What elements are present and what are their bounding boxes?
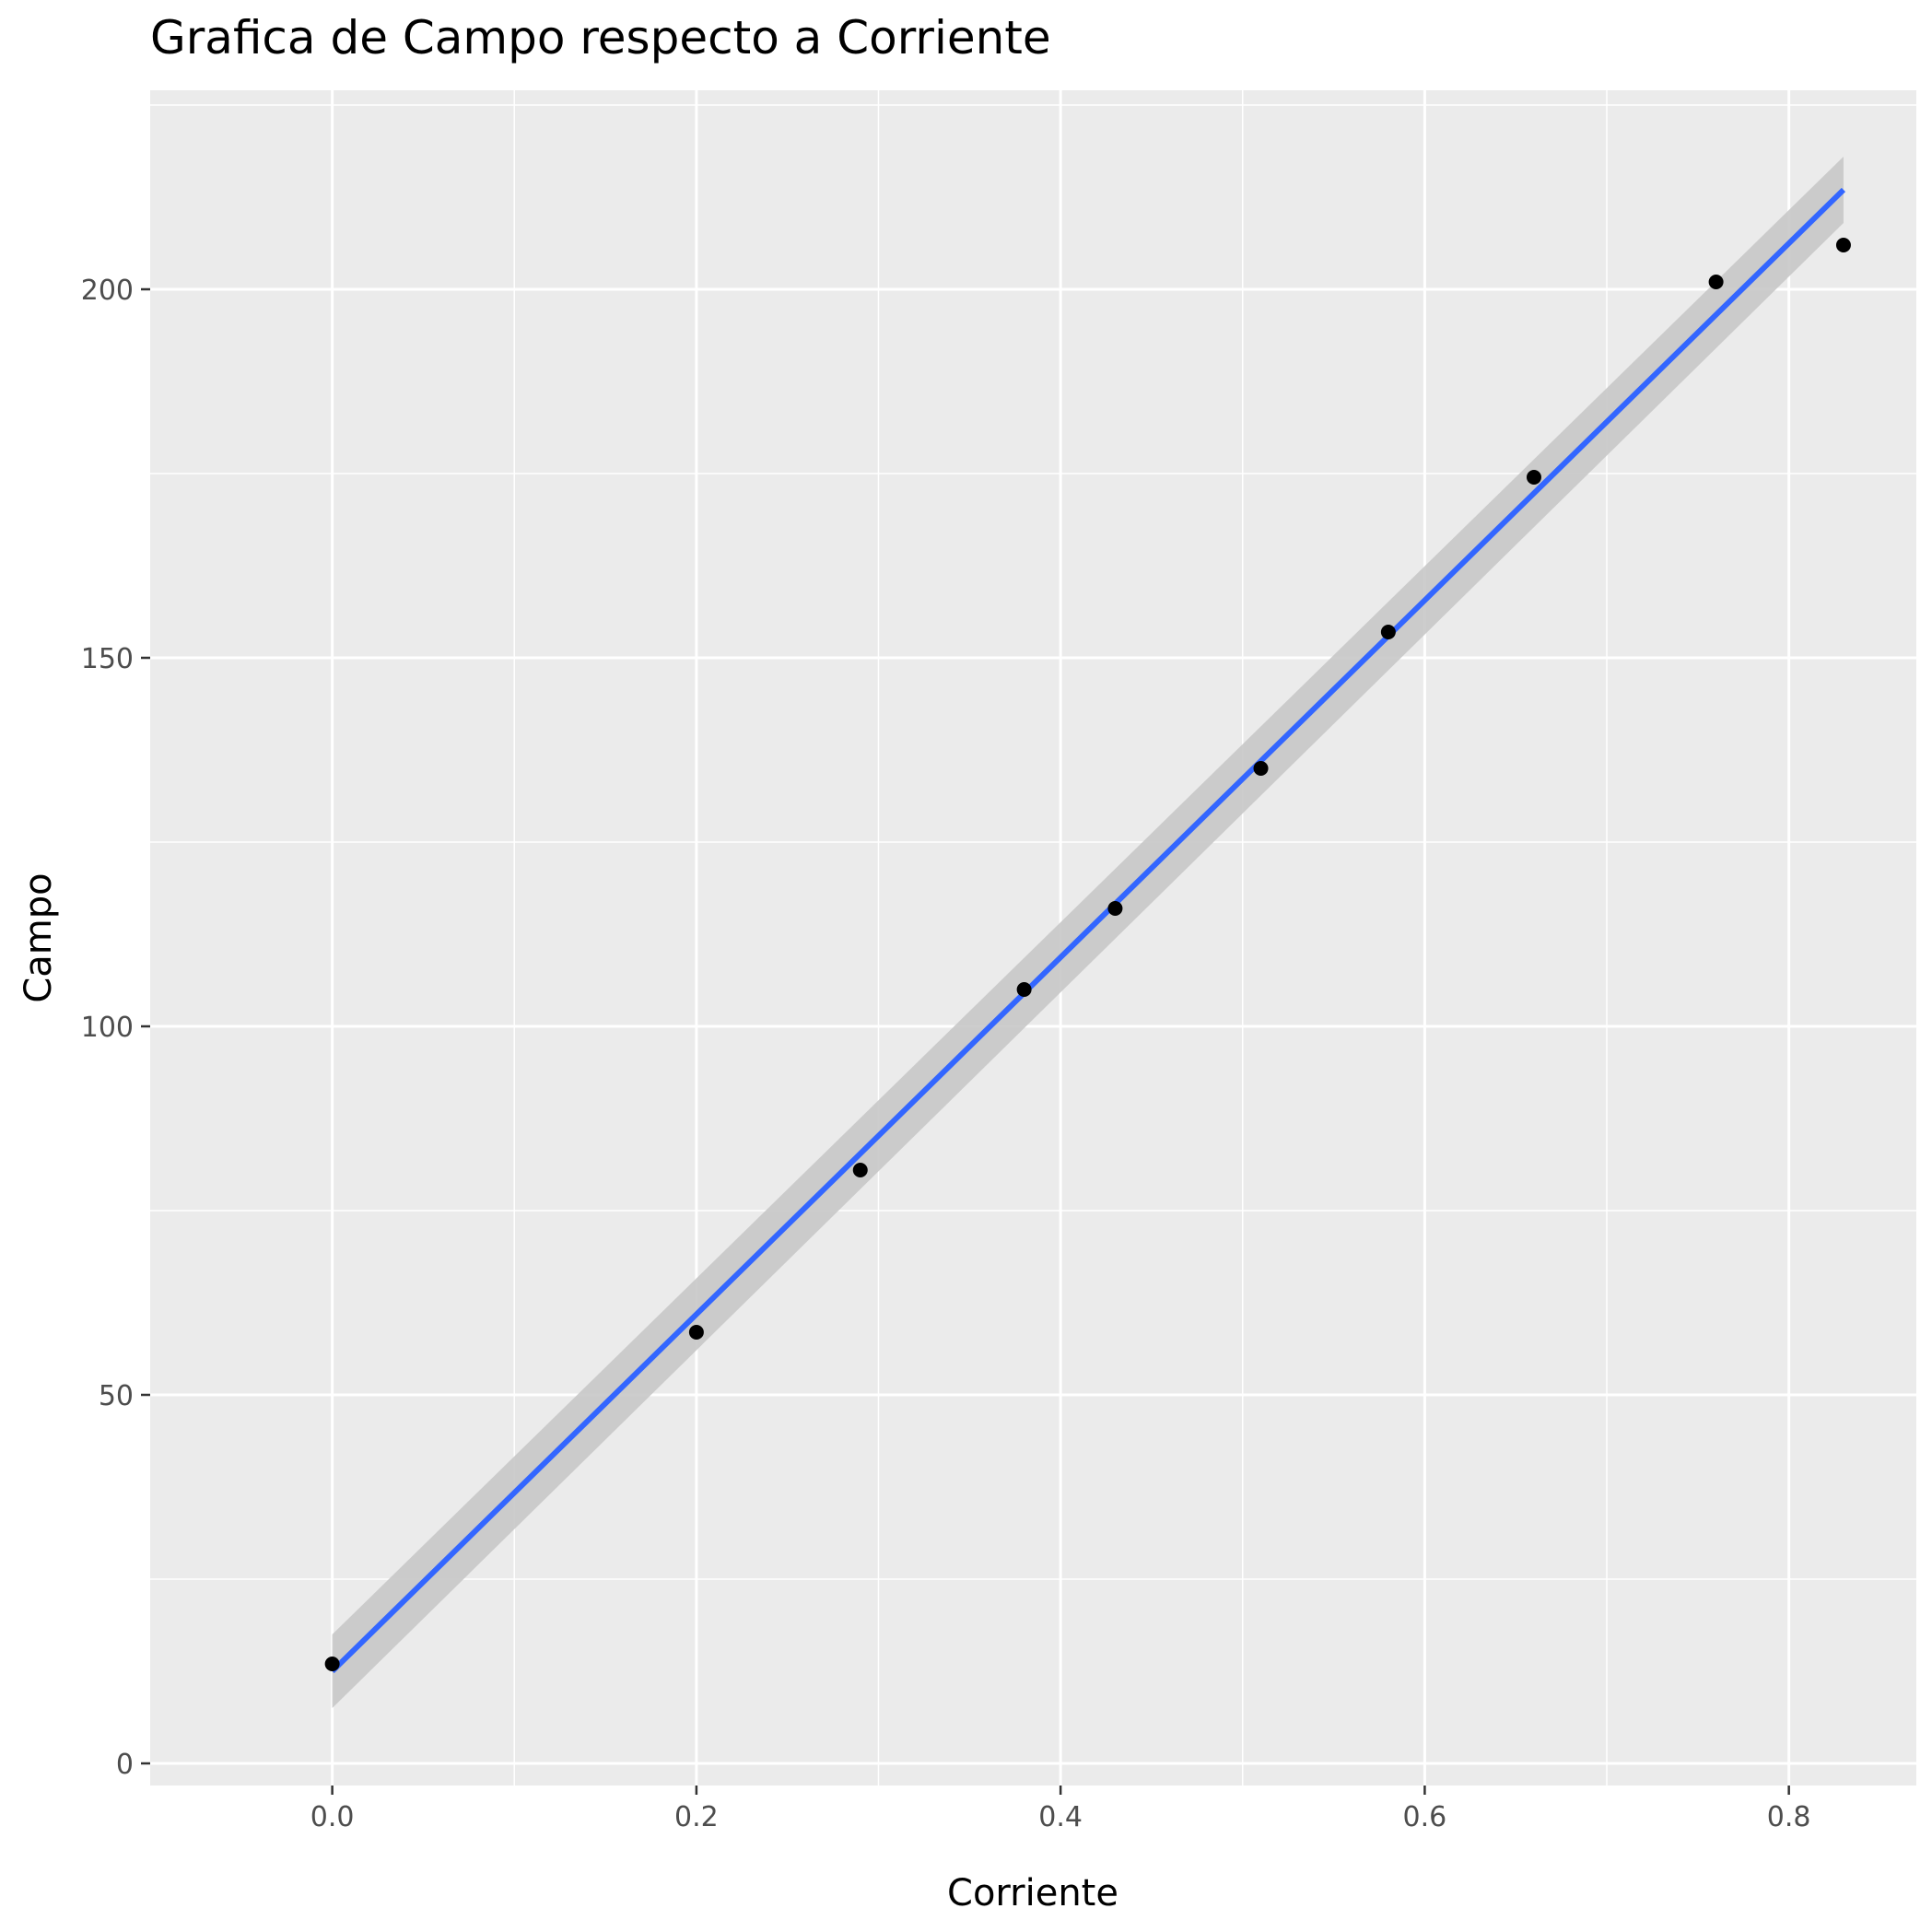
- y-tick-label: 100: [81, 1012, 134, 1044]
- data-point: [1835, 238, 1851, 252]
- data-point: [852, 1163, 868, 1177]
- data-point: [1016, 982, 1032, 997]
- regression-line: [330, 187, 1846, 1674]
- x-tick-label: 0.6: [1403, 1801, 1447, 1833]
- data-point: [324, 1657, 340, 1671]
- data-point: [1107, 901, 1123, 916]
- data-point: [688, 1325, 704, 1340]
- data-point: [1708, 275, 1724, 289]
- points-layer: [324, 238, 1851, 1671]
- minor-gridlines: [150, 90, 1916, 1786]
- y-tick-label: 50: [99, 1380, 134, 1412]
- data-point: [1380, 625, 1396, 639]
- major-gridlines: [150, 90, 1916, 1786]
- x-tick-label: 0.0: [310, 1801, 355, 1833]
- y-axis-title: Campo: [18, 872, 60, 1002]
- x-tick-label: 0.4: [1038, 1801, 1083, 1833]
- data-point: [1253, 761, 1269, 776]
- x-tick-label: 0.8: [1767, 1801, 1811, 1833]
- chart-title: Grafica de Campo respecto a Corriente: [150, 11, 1051, 64]
- y-tick-label: 200: [81, 275, 134, 307]
- plot-panel: [150, 90, 1916, 1786]
- y-axis: 0 50 100 150 200: [81, 275, 150, 1781]
- y-tick-label: 0: [116, 1749, 134, 1781]
- regression-line-layer: [330, 187, 1846, 1674]
- x-tick-label: 0.2: [674, 1801, 719, 1833]
- x-axis-title: Corriente: [947, 1872, 1118, 1914]
- y-tick-label: 150: [81, 643, 134, 675]
- x-axis: 0.0 0.2 0.4 0.6 0.8: [310, 1786, 1811, 1833]
- data-point: [1526, 470, 1541, 485]
